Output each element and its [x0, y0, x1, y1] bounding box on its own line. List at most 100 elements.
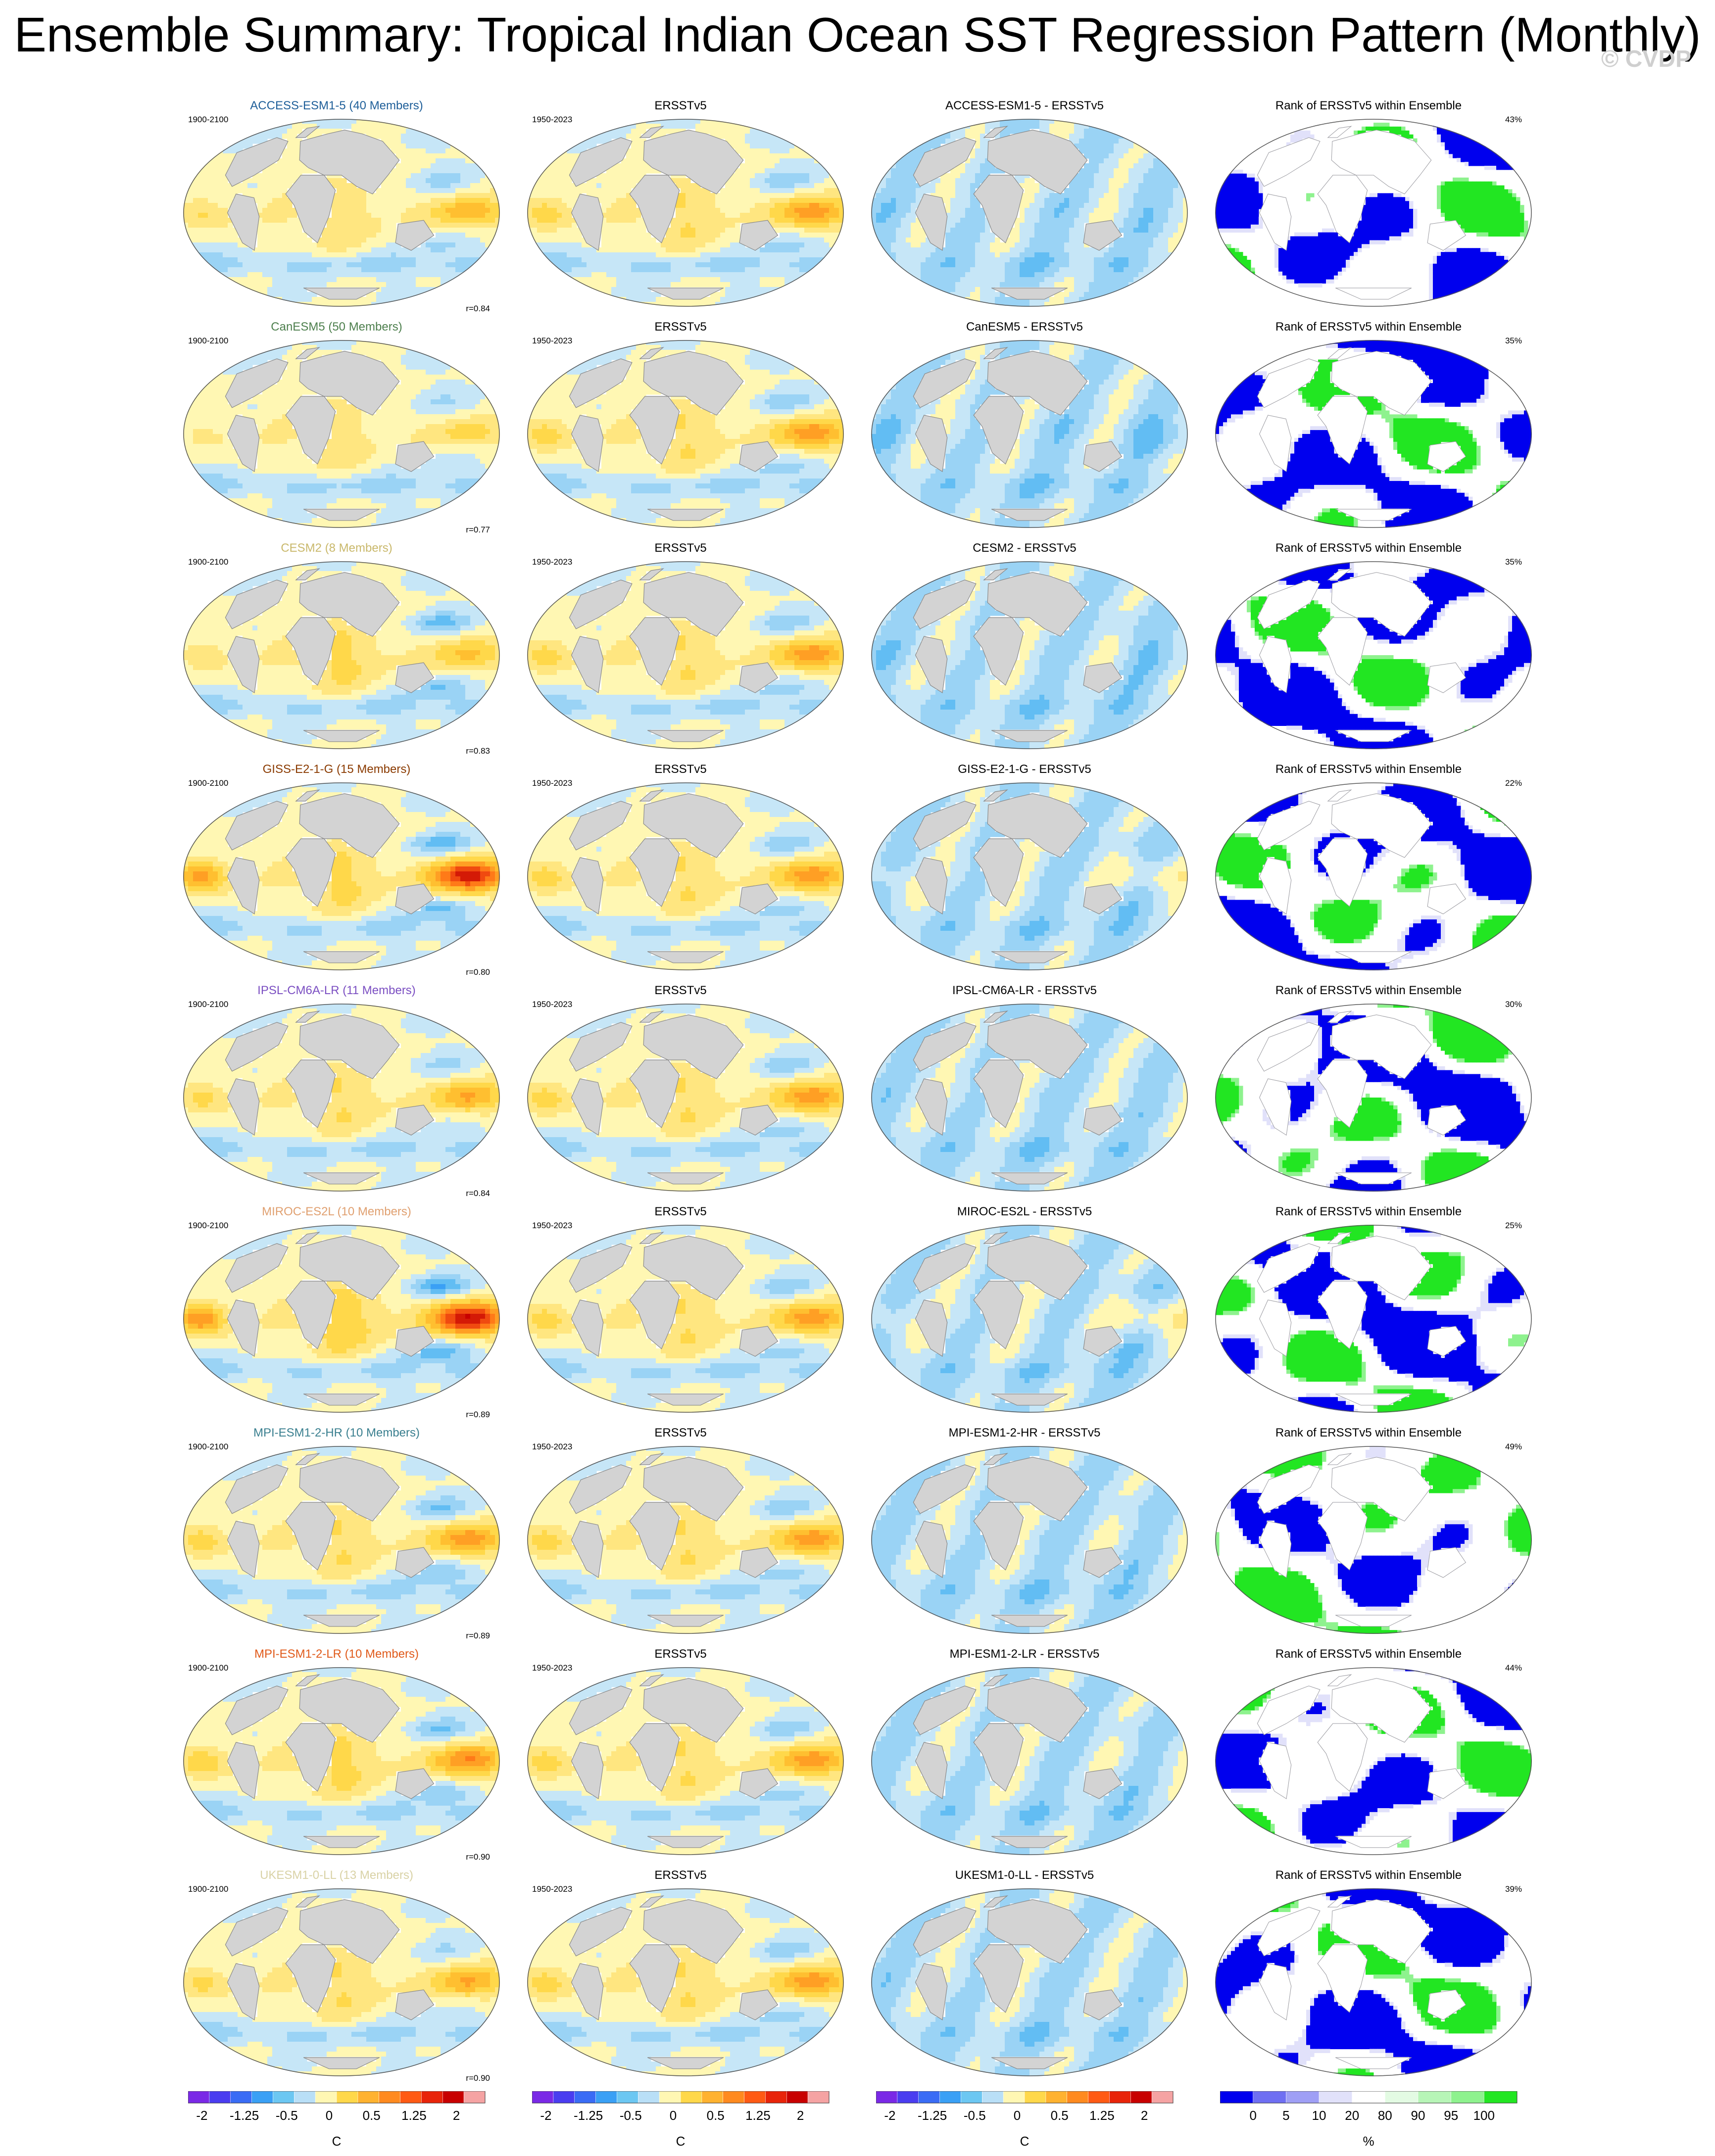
obs-title: ERSSTv5 — [512, 1205, 849, 1219]
colorbar-unit: C — [876, 2134, 1173, 2149]
world-map — [871, 119, 1188, 307]
world-map — [871, 1004, 1188, 1192]
diff-map-panel: UKESM1-0-LL - ERSSTv5 — [856, 1869, 1193, 2086]
colorbar-swatch — [209, 2091, 231, 2103]
colorbar-swatch — [961, 2091, 982, 2103]
colorbar-unit: % — [1220, 2134, 1517, 2149]
colorbar-tick-label: 1.25 — [1089, 2108, 1115, 2123]
colorbar-tick-label: -0.5 — [276, 2108, 298, 2123]
world-map — [1215, 1225, 1532, 1413]
diff-title: CESM2 - ERSSTv5 — [856, 541, 1193, 555]
diff-title: UKESM1-0-LL - ERSSTv5 — [856, 1869, 1193, 1882]
model-map-panel: MPI-ESM1-2-HR (10 Members) 1900-2100 r=0.8… — [168, 1426, 505, 1644]
rank-colorbar: 0 5 10 20 80 90 95 100% — [1220, 2091, 1557, 2151]
regression-colorbar: -2 -1.25 -0.5 0 0.5 1.25 2 C — [188, 2091, 525, 2151]
colorbar-tick-label: -0.5 — [964, 2108, 986, 2123]
colorbar-tick-label: -1.25 — [574, 2108, 603, 2123]
world-map — [1215, 1888, 1532, 2076]
colorbar-tick-label: 1.25 — [745, 2108, 771, 2123]
colorbar-tick-label: -2 — [196, 2108, 207, 2123]
colorbar-swatch — [1286, 2091, 1319, 2103]
colorbar-swatch — [442, 2091, 464, 2103]
obs-title: ERSSTv5 — [512, 1426, 849, 1440]
world-map — [183, 340, 500, 528]
model-title: UKESM1-0-LL (13 Members) — [168, 1869, 505, 1882]
colorbar-tick-label: 95 — [1444, 2108, 1458, 2123]
colorbar-swatch — [1418, 2091, 1451, 2103]
colorbar-unit: C — [188, 2134, 485, 2149]
world-map — [183, 1225, 500, 1413]
rank-map-panel: Rank of ERSSTv5 within Ensemble 30% — [1200, 984, 1537, 1201]
colorbar-swatch — [1025, 2091, 1046, 2103]
colorbar-swatch — [765, 2091, 786, 2103]
diff-map-panel: CESM2 - ERSSTv5 — [856, 541, 1193, 759]
colorbar-swatch — [617, 2091, 638, 2103]
colorbar-tick-label: 10 — [1312, 2108, 1326, 2123]
colorbar-swatch — [897, 2091, 919, 2103]
obs-title: ERSSTv5 — [512, 763, 849, 776]
colorbar-swatch — [532, 2091, 553, 2103]
rank-map-panel: Rank of ERSSTv5 within Ensemble 39% — [1200, 1869, 1537, 2086]
colorbar-tick-label: 20 — [1345, 2108, 1359, 2123]
rank-map-panel: Rank of ERSSTv5 within Ensemble 25% — [1200, 1205, 1537, 1423]
rank-title: Rank of ERSSTv5 within Ensemble — [1200, 1205, 1537, 1219]
diff-map-panel: MPI-ESM1-2-HR - ERSSTv5 — [856, 1426, 1193, 1644]
world-map — [871, 1888, 1188, 2076]
colorbar-tick-label: 0 — [1014, 2108, 1021, 2123]
colorbar-swatch — [1385, 2091, 1418, 2103]
colorbar-swatch — [358, 2091, 379, 2103]
world-map — [183, 119, 500, 307]
colorbar-swatch — [681, 2091, 702, 2103]
colorbar-tick-label: -2 — [540, 2108, 551, 2123]
colorbar-swatch — [808, 2091, 829, 2103]
world-map — [527, 561, 844, 749]
rank-map-panel: Rank of ERSSTv5 within Ensemble 35% — [1200, 320, 1537, 538]
obs-map-panel: ERSSTv5 1950-2023 — [512, 1205, 849, 1423]
world-map — [527, 1667, 844, 1855]
colorbar-swatch — [188, 2091, 209, 2103]
colorbar-swatch — [1088, 2091, 1110, 2103]
colorbar-swatch — [1220, 2091, 1253, 2103]
colorbar-swatch — [1152, 2091, 1173, 2103]
diff-map-panel: CanESM5 - ERSSTv5 — [856, 320, 1193, 538]
rank-map-panel: Rank of ERSSTv5 within Ensemble 44% — [1200, 1647, 1537, 1865]
rank-title: Rank of ERSSTv5 within Ensemble — [1200, 763, 1537, 776]
obs-map-panel: ERSSTv5 1950-2023 — [512, 320, 849, 538]
diff-title: MPI-ESM1-2-LR - ERSSTv5 — [856, 1647, 1193, 1661]
world-map — [183, 1004, 500, 1192]
colorbar-swatch — [294, 2091, 315, 2103]
colorbar-swatch — [379, 2091, 400, 2103]
model-map-panel: ACCESS-ESM1-5 (40 Members) 1900-2100 r=0.8… — [168, 99, 505, 317]
colorbar-swatch — [1109, 2091, 1130, 2103]
model-title: MPI-ESM1-2-HR (10 Members) — [168, 1426, 505, 1440]
obs-map-panel: ERSSTv5 1950-2023 — [512, 763, 849, 980]
colorbar-swatch — [464, 2091, 485, 2103]
colorbar-tick-label: 0.5 — [707, 2108, 725, 2123]
rank-title: Rank of ERSSTv5 within Ensemble — [1200, 99, 1537, 113]
colorbar-swatch — [940, 2091, 961, 2103]
world-map — [871, 782, 1188, 970]
obs-map-panel: ERSSTv5 1950-2023 — [512, 99, 849, 317]
colorbar-swatch — [919, 2091, 940, 2103]
colorbar-swatch — [421, 2091, 442, 2103]
diff-title: CanESM5 - ERSSTv5 — [856, 320, 1193, 334]
colorbar-tick-label: 1.25 — [401, 2108, 427, 2123]
colorbar-swatch — [1067, 2091, 1088, 2103]
world-map — [183, 1667, 500, 1855]
world-map — [1215, 340, 1532, 528]
world-map — [871, 340, 1188, 528]
colorbar-swatch — [575, 2091, 596, 2103]
world-map — [1215, 1667, 1532, 1855]
colorbar-swatch — [337, 2091, 358, 2103]
colorbar-swatch — [1319, 2091, 1352, 2103]
obs-title: ERSSTv5 — [512, 984, 849, 998]
diff-map-panel: MIROC-ES2L - ERSSTv5 — [856, 1205, 1193, 1423]
colorbar-tick-label: 90 — [1411, 2108, 1425, 2123]
world-map — [871, 1225, 1188, 1413]
colorbar-tick-label: -1.25 — [230, 2108, 259, 2123]
obs-map-panel: ERSSTv5 1950-2023 — [512, 1647, 849, 1865]
obs-map-panel: ERSSTv5 1950-2023 — [512, 541, 849, 759]
colorbar-swatch — [1352, 2091, 1385, 2103]
diff-title: GISS-E2-1-G - ERSSTv5 — [856, 763, 1193, 776]
obs-map-panel: ERSSTv5 1950-2023 — [512, 984, 849, 1201]
